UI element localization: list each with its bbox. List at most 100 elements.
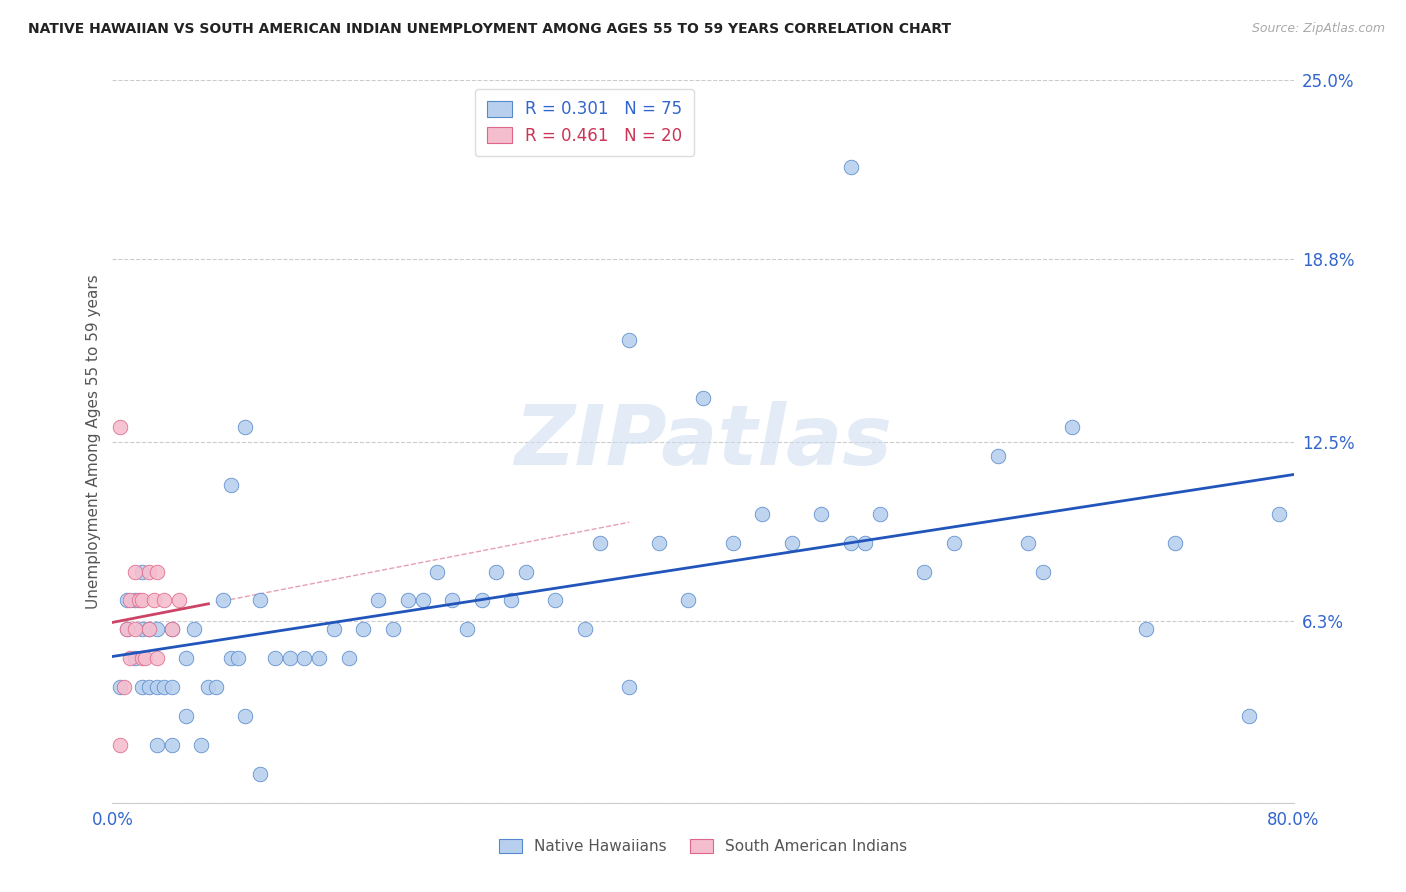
Point	[470, 593, 494, 607]
Point	[1268, 507, 1291, 521]
Point	[352, 623, 374, 637]
Point	[647, 535, 671, 549]
Point	[839, 160, 862, 174]
Point	[131, 680, 153, 694]
Point	[197, 680, 219, 694]
Point	[190, 738, 212, 752]
Point	[174, 709, 197, 723]
Point	[153, 593, 176, 607]
Point	[146, 738, 169, 752]
Point	[515, 565, 537, 579]
Point	[588, 535, 610, 549]
Point	[167, 593, 190, 607]
Point	[278, 651, 301, 665]
Point	[456, 623, 478, 637]
Point	[120, 651, 142, 665]
Point	[146, 565, 169, 579]
Legend: Native Hawaiians, South American Indians: Native Hawaiians, South American Indians	[494, 832, 912, 860]
Point	[160, 623, 183, 637]
Point	[249, 593, 271, 607]
Point	[183, 623, 205, 637]
Point	[160, 680, 183, 694]
Point	[153, 680, 176, 694]
Point	[108, 738, 131, 752]
Text: ZIPatlas: ZIPatlas	[515, 401, 891, 482]
Point	[212, 593, 235, 607]
Point	[544, 593, 567, 607]
Point	[138, 680, 160, 694]
Point	[619, 334, 641, 348]
Point	[987, 449, 1010, 463]
Point	[780, 535, 803, 549]
Point	[751, 507, 773, 521]
Point	[323, 623, 346, 637]
Point	[619, 680, 641, 694]
Point	[128, 593, 150, 607]
Point	[855, 535, 877, 549]
Point	[138, 565, 160, 579]
Point	[692, 391, 714, 405]
Point	[131, 565, 153, 579]
Point	[810, 507, 832, 521]
Point	[131, 651, 153, 665]
Point	[117, 623, 138, 637]
Point	[219, 478, 242, 492]
Point	[678, 593, 700, 607]
Point	[124, 565, 146, 579]
Point	[146, 680, 169, 694]
Point	[226, 651, 249, 665]
Point	[174, 651, 197, 665]
Point	[134, 651, 156, 665]
Point	[574, 623, 596, 637]
Point	[396, 593, 419, 607]
Point	[233, 709, 256, 723]
Point	[839, 535, 862, 549]
Point	[249, 767, 271, 781]
Point	[146, 651, 169, 665]
Point	[205, 680, 228, 694]
Point	[138, 623, 160, 637]
Point	[124, 651, 146, 665]
Point	[131, 593, 153, 607]
Point	[120, 593, 142, 607]
Point	[160, 623, 183, 637]
Point	[292, 651, 315, 665]
Point	[1062, 420, 1084, 434]
Point	[411, 593, 433, 607]
Point	[131, 623, 153, 637]
Point	[142, 593, 165, 607]
Point	[124, 623, 146, 637]
Point	[942, 535, 965, 549]
Point	[1164, 535, 1187, 549]
Point	[233, 420, 256, 434]
Point	[219, 651, 242, 665]
Point	[108, 420, 131, 434]
Point	[367, 593, 389, 607]
Point	[441, 593, 464, 607]
Point	[1239, 709, 1261, 723]
Point	[426, 565, 449, 579]
Point	[1032, 565, 1054, 579]
Y-axis label: Unemployment Among Ages 55 to 59 years: Unemployment Among Ages 55 to 59 years	[86, 274, 101, 609]
Point	[117, 623, 138, 637]
Point	[264, 651, 287, 665]
Point	[721, 535, 744, 549]
Point	[124, 593, 146, 607]
Point	[160, 738, 183, 752]
Text: Source: ZipAtlas.com: Source: ZipAtlas.com	[1251, 22, 1385, 36]
Point	[501, 593, 523, 607]
Point	[138, 623, 160, 637]
Point	[914, 565, 936, 579]
Point	[382, 623, 405, 637]
Text: NATIVE HAWAIIAN VS SOUTH AMERICAN INDIAN UNEMPLOYMENT AMONG AGES 55 TO 59 YEARS : NATIVE HAWAIIAN VS SOUTH AMERICAN INDIAN…	[28, 22, 952, 37]
Point	[1135, 623, 1157, 637]
Point	[1017, 535, 1039, 549]
Point	[146, 623, 169, 637]
Point	[117, 593, 138, 607]
Point	[108, 680, 131, 694]
Point	[337, 651, 360, 665]
Point	[869, 507, 891, 521]
Point	[308, 651, 330, 665]
Point	[112, 680, 135, 694]
Point	[485, 565, 508, 579]
